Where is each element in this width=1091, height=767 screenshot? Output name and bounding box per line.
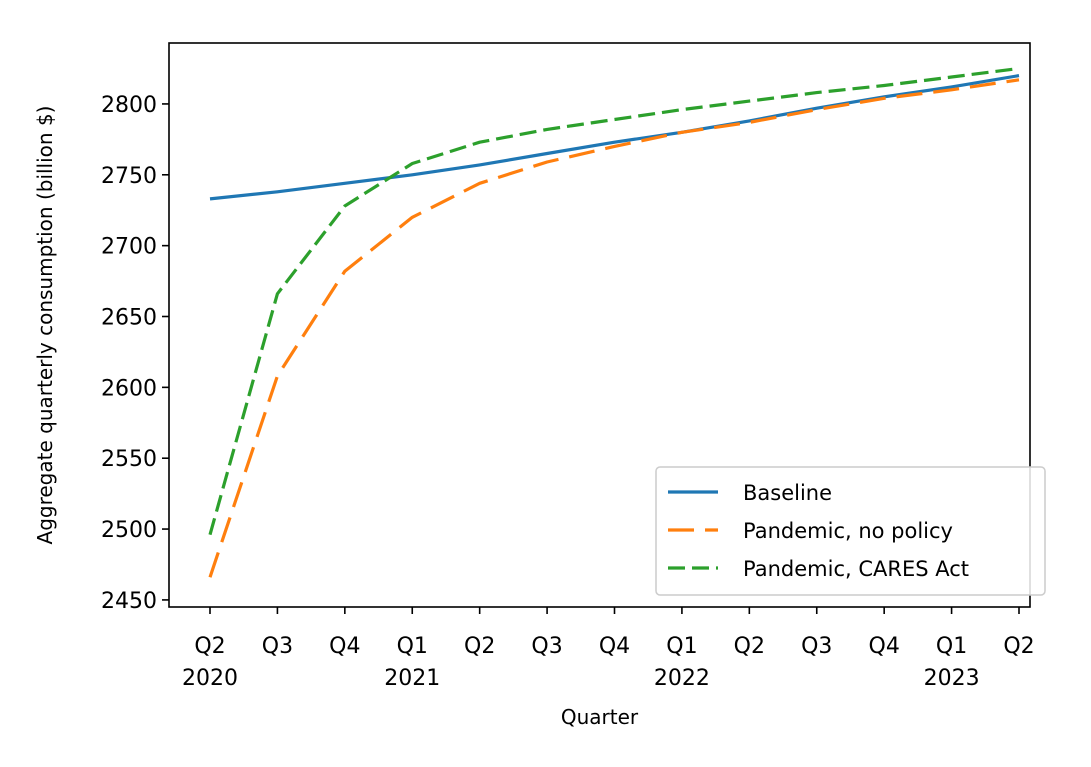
x-year-label: 2023	[924, 666, 980, 691]
x-tick-label: Q3	[531, 634, 562, 659]
y-tick-label: 2650	[101, 305, 157, 330]
legend-box	[655, 466, 1046, 596]
x-axis-title: Quarter	[561, 705, 639, 729]
x-tick-label: Q4	[869, 634, 900, 659]
y-axis: 2450 2500 2550 2600 2650 2700 2750 2800	[101, 93, 169, 614]
y-tick-label: 2550	[101, 447, 157, 472]
x-tick-label: Q1	[936, 634, 967, 659]
series-line-3	[208, 66, 1020, 536]
x-tick-label: Q2	[194, 634, 225, 659]
x-axis: Q2 Q3 Q4 Q1 Q2 Q3 Q4 Q1 Q2 Q3 Q4 Q1 Q2 2020 2021 2022 20…	[182, 607, 1035, 691]
y-tick-label: 2600	[101, 376, 157, 401]
legend-label: Pandemic, no policy	[743, 519, 953, 543]
x-year-label: 2022	[654, 666, 710, 691]
x-year-label: 2021	[384, 666, 440, 691]
legend-label: Baseline	[743, 481, 832, 505]
x-tick-label: Q4	[599, 634, 630, 659]
x-tick-label: Q4	[329, 634, 360, 659]
x-tick-label: Q2	[464, 634, 495, 659]
legend: Baseline Pandemic, no policy Pandemic, CAR…	[655, 466, 1046, 596]
y-tick-label: 2450	[101, 589, 157, 614]
plot-frame	[168, 42, 1031, 608]
x-tick-label: Q3	[801, 634, 832, 659]
y-axis-title: Aggregate quarterly consumption (billion…	[33, 106, 57, 545]
x-year-label: 2020	[182, 666, 238, 691]
series-layer	[208, 66, 1020, 578]
x-tick-label: Q1	[666, 634, 697, 659]
x-tick-label: Q1	[397, 634, 428, 659]
y-tick-label: 2700	[101, 235, 157, 260]
y-tick-label: 2500	[101, 518, 157, 543]
legend-label: Pandemic, CARES Act	[743, 557, 969, 581]
y-tick-label: 2750	[101, 164, 157, 189]
x-tick-label: Q2	[1003, 634, 1034, 659]
y-tick-label: 2800	[101, 93, 157, 118]
series-line-2	[208, 78, 1020, 578]
x-tick-label: Q2	[734, 634, 765, 659]
x-tick-label: Q3	[262, 634, 293, 659]
